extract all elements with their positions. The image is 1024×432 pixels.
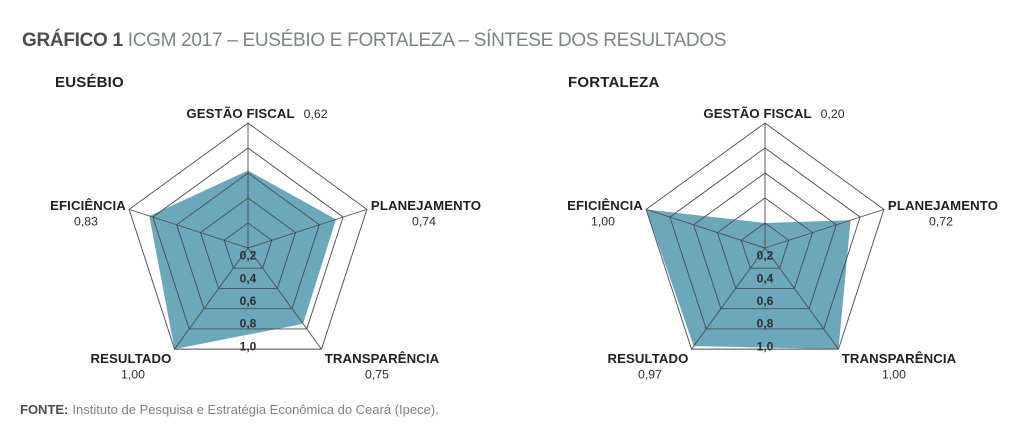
grid-ring-0-6 <box>693 172 837 310</box>
ring-label-0-8: 0,8 <box>757 317 774 331</box>
axis-value-transparencia: 1,00 <box>882 368 906 382</box>
axis-line-eficiencia <box>128 208 249 249</box>
radar-chart-fortaleza: 0,2 0,4 0,6 0,8 1,0 GESTÃO FISCAL 0,20 PLANEJAM… <box>567 106 998 382</box>
chart-title-eusebio: EUSÉBIO <box>55 74 124 91</box>
axis-label-eficiencia: EFICIÊNCIA <box>50 198 126 213</box>
grid-ring-0-4 <box>199 197 297 289</box>
ring-label-0-6: 0,6 <box>240 294 257 308</box>
radar-fill-fortaleza <box>646 209 851 350</box>
axis-line-eficiencia <box>645 208 766 249</box>
axis-value-transparencia: 0,75 <box>365 368 389 382</box>
axis-line-planejamento <box>247 208 368 249</box>
axis-line-transparencia <box>247 247 322 350</box>
axis-label-planejamento: PLANEJAMENTO <box>888 198 998 213</box>
axis-label-eficiencia: EFICIÊNCIA <box>567 198 643 213</box>
axis-line-resultado <box>174 247 249 350</box>
source-label: FONTE: <box>20 402 69 417</box>
figure-number: GRÁFICO 1 <box>22 30 123 51</box>
axis-line-transparencia <box>764 247 839 350</box>
figure-header: GRÁFICO 1 ICGM 2017 – EUSÉBIO E FORTALEZA… <box>22 30 726 52</box>
ring-label-0-4: 0,4 <box>240 271 257 285</box>
axis-value-planejamento: 0,72 <box>929 215 953 229</box>
source-text: Instituto de Pesquisa e Estratégia Econô… <box>72 402 439 417</box>
axis-label-transparencia: TRANSPARÊNCIA <box>842 351 957 366</box>
axis-value-eficiencia: 0,83 <box>74 215 98 229</box>
ring-label-0-6: 0,6 <box>757 294 774 308</box>
source-line: FONTE: Instituto de Pesquisa e Estratégia… <box>20 402 439 418</box>
ring-label-0-8: 0,8 <box>240 317 257 331</box>
axis-label-gestao-fiscal: GESTÃO FISCAL 0,62 <box>186 106 327 121</box>
axis-label-resultado: RESULTADO <box>91 351 172 366</box>
axis-value-gestao-fiscal: 0,62 <box>304 107 328 121</box>
axis-value-resultado: 1,00 <box>121 368 145 382</box>
ring-label-1-0: 1,0 <box>240 339 257 353</box>
axis-line-resultado <box>691 247 766 350</box>
grid-ring-0-6 <box>176 172 320 310</box>
axis-value-planejamento: 0,74 <box>412 215 436 229</box>
grid-ring-0-2 <box>223 222 273 269</box>
axis-label-planejamento: PLANEJAMENTO <box>371 198 481 213</box>
axis-label-gestao-fiscal: GESTÃO FISCAL 0,20 <box>703 106 844 121</box>
grid-ring-0-8 <box>152 147 344 330</box>
grid-ring-1-0 <box>128 122 368 350</box>
radar-chart-eusebio: 0,2 0,4 0,6 0,8 1,0 GESTÃO FISCAL 0,62 PLANEJAM… <box>50 106 481 382</box>
axis-value-gestao-fiscal: 0,20 <box>821 107 845 121</box>
ring-label-0-4: 0,4 <box>757 271 774 285</box>
axis-label-resultado: RESULTADO <box>608 351 689 366</box>
grid-ring-0-2 <box>740 222 790 269</box>
axis-line-planejamento <box>764 208 885 249</box>
ring-label-0-2: 0,2 <box>240 249 257 263</box>
grid-ring-0-8 <box>669 147 861 330</box>
ring-label-0-2: 0,2 <box>757 249 774 263</box>
axis-value-resultado: 0,97 <box>638 368 662 382</box>
grid-ring-0-4 <box>716 197 814 289</box>
axis-value-eficiencia: 1,00 <box>591 215 615 229</box>
chart-title-fortaleza: FORTALEZA <box>568 74 660 91</box>
grid-ring-1-0 <box>645 122 885 350</box>
figure-title: ICGM 2017 – EUSÉBIO E FORTALEZA – SÍNTES… <box>127 30 727 51</box>
axis-label-transparencia: TRANSPARÊNCIA <box>325 351 440 366</box>
ring-label-1-0: 1,0 <box>757 339 774 353</box>
